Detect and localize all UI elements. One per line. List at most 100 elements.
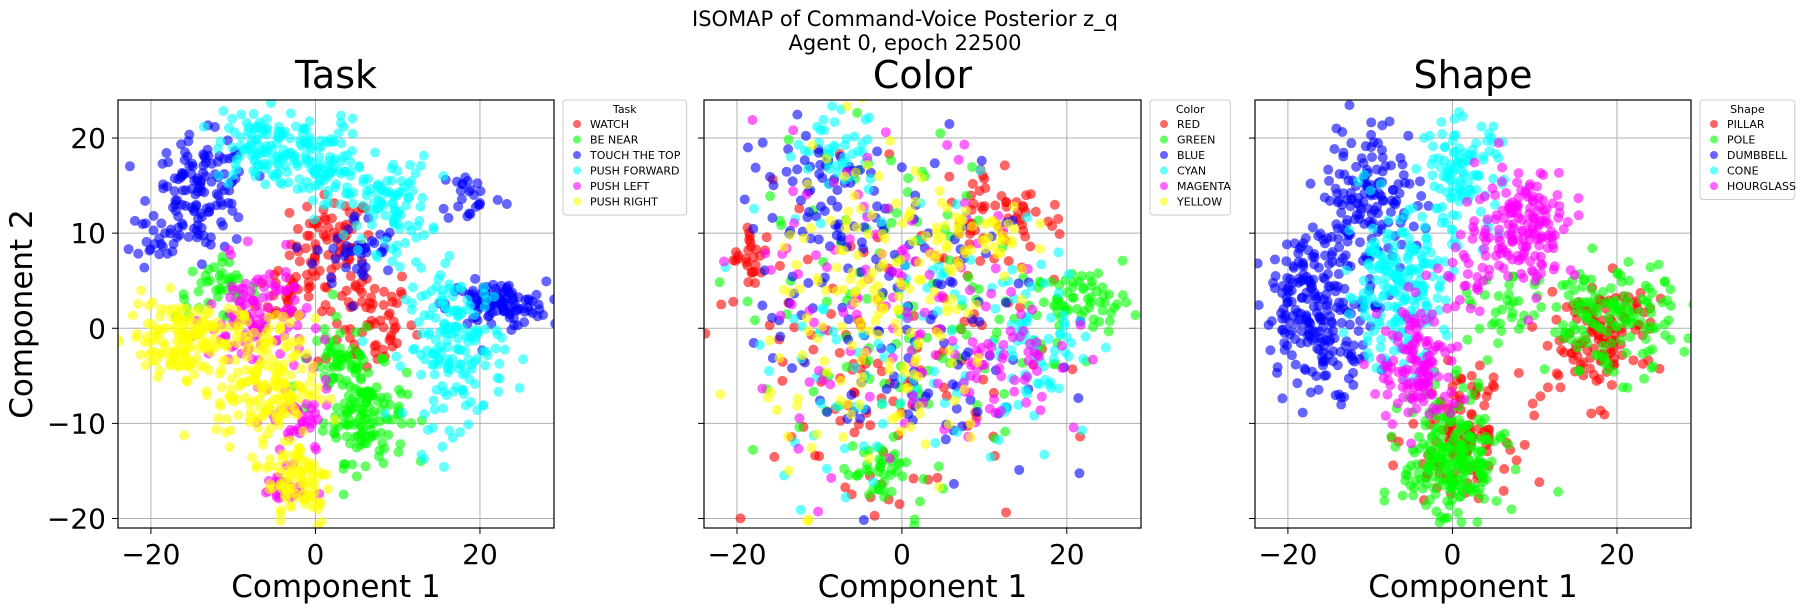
scatter-point (1292, 308, 1303, 319)
scatter-point (799, 155, 810, 166)
scatter-point (750, 162, 761, 173)
scatter-point (1536, 302, 1547, 313)
scatter-point (260, 337, 271, 348)
scatter-point (735, 513, 746, 524)
scatter-point (475, 186, 486, 197)
scatter-point (330, 253, 341, 264)
scatter-point (1335, 346, 1346, 357)
scatter-point (305, 281, 316, 292)
scatter-point (531, 289, 542, 300)
scatter-point (469, 309, 480, 320)
scatter-point (314, 151, 325, 162)
scatter-point (380, 408, 391, 419)
scatter-point (1348, 340, 1359, 351)
x-tick-label: 20 (1599, 538, 1635, 571)
scatter-point (281, 239, 292, 250)
scatter-point (1077, 425, 1088, 436)
scatter-point (1104, 316, 1115, 327)
scatter-point (1536, 232, 1547, 243)
scatter-point (326, 278, 337, 289)
scatter-point (1346, 193, 1357, 204)
scatter-point (1073, 393, 1084, 404)
scatter-point (496, 332, 507, 343)
scatter-point (304, 460, 315, 471)
scatter-point (1479, 413, 1490, 424)
scatter-point (317, 425, 328, 436)
scatter-point (1054, 229, 1065, 240)
scatter-point (205, 202, 216, 213)
scatter-point (1598, 350, 1609, 361)
scatter-point (1329, 144, 1340, 155)
scatter-point (330, 179, 341, 190)
scatter-point (1553, 167, 1564, 178)
scatter-point (1665, 284, 1676, 295)
scatter-point (1025, 241, 1036, 252)
scatter-point (742, 260, 753, 271)
y-tick-label: 0 (88, 312, 106, 345)
scatter-point (335, 328, 346, 339)
scatter-point (965, 432, 976, 443)
scatter-point (379, 443, 390, 454)
scatter-point (213, 413, 224, 424)
scatter-point (1347, 354, 1358, 365)
scatter-point (339, 398, 350, 409)
scatter-point (1483, 385, 1494, 396)
scatter-point (361, 190, 372, 201)
scatter-point (1369, 205, 1380, 216)
scatter-point (290, 121, 301, 132)
scatter-point (1055, 329, 1066, 340)
scatter-point (271, 309, 282, 320)
scatter-point (1016, 294, 1027, 305)
scatter-point (781, 166, 792, 177)
series-push-right (118, 283, 341, 528)
scatter-point (1413, 381, 1424, 392)
scatter-point (133, 298, 144, 309)
scatter-point (1421, 478, 1432, 489)
scatter-point (1443, 163, 1454, 174)
scatter-point (1558, 224, 1569, 235)
scatter-point (787, 363, 798, 374)
scatter-point (990, 200, 1001, 211)
scatter-point (864, 391, 875, 402)
legend-marker (1160, 120, 1168, 128)
scatter-point (849, 190, 860, 201)
scatter-point (1026, 281, 1037, 292)
scatter-point (391, 298, 402, 309)
scatter-point (999, 271, 1010, 282)
scatter-point (1389, 285, 1400, 296)
scatter-point (893, 291, 904, 302)
scatter-point (331, 402, 342, 413)
scatter-point (1547, 286, 1558, 297)
scatter-point (847, 441, 858, 452)
scatter-point (418, 150, 429, 161)
scatter-point (806, 442, 817, 453)
scatter-point (1507, 254, 1518, 265)
scatter-point (233, 212, 244, 223)
scatter-point (794, 413, 805, 424)
scatter-point (1370, 388, 1381, 399)
scatter-point (943, 419, 954, 430)
scatter-point (885, 135, 896, 146)
scatter-point (223, 303, 234, 314)
scatter-point (932, 327, 943, 338)
scatter-point (887, 413, 898, 424)
scatter-point (217, 382, 228, 393)
x-tick-label: 0 (893, 538, 911, 571)
scatter-point (1423, 465, 1434, 476)
scatter-point (195, 177, 206, 188)
scatter-point (858, 441, 869, 452)
scatter-point (1282, 297, 1293, 308)
scatter-point (1058, 310, 1069, 321)
scatter-point (1394, 316, 1405, 327)
scatter-point (351, 327, 362, 338)
scatter-points (704, 100, 1141, 549)
scatter-point (1459, 394, 1470, 405)
scatter-point (1045, 377, 1056, 388)
scatter-point (783, 134, 794, 145)
scatter-point (1039, 449, 1050, 460)
scatter-point (815, 539, 825, 549)
scatter-point (893, 268, 904, 279)
scatter-point (930, 349, 941, 360)
scatter-point (135, 349, 146, 360)
scatter-point (1255, 258, 1263, 269)
